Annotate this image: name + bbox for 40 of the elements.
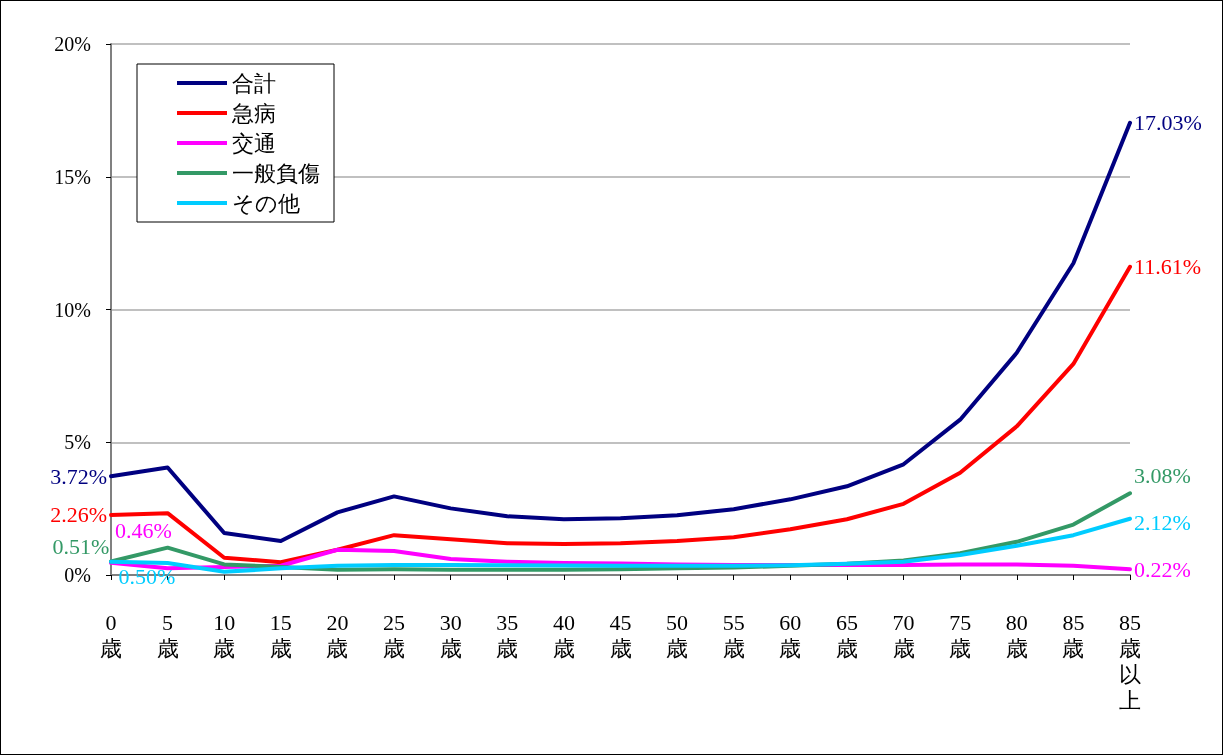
x-tick-label: 85歳以上 [1119, 609, 1141, 713]
data-label: 0.22% [1134, 556, 1191, 582]
data-label: 2.12% [1134, 510, 1191, 536]
x-tick-label: 15歳 [269, 609, 292, 661]
x-tick-label: 5歳 [156, 609, 179, 661]
x-tick-label: 55歳 [722, 609, 745, 661]
x-tick-label: 75歳 [949, 609, 972, 661]
x-tick-label: 80歳 [1005, 609, 1028, 661]
x-tick-label: 25歳 [383, 609, 406, 661]
y-tick-label: 20% [54, 33, 91, 55]
y-tick-label: 0% [64, 564, 91, 586]
legend-label: 合計 [232, 70, 276, 96]
x-tick-label: 40歳 [552, 609, 575, 661]
x-tick-label: 70歳 [892, 609, 915, 661]
data-label: 11.61% [1134, 254, 1202, 280]
legend-label: 急病 [231, 100, 276, 126]
data-label: 3.72% [50, 463, 107, 489]
x-tick-label: 20歳 [326, 609, 349, 661]
data-label: 0.51% [52, 533, 110, 559]
x-tick-label: 45歳 [609, 609, 632, 661]
y-tick-label: 5% [64, 431, 91, 454]
x-tick-label: 10歳 [213, 609, 236, 661]
legend-label: その他 [232, 190, 300, 216]
legend-label: 交通 [232, 130, 276, 156]
x-tick-label: 85歳 [1062, 609, 1085, 661]
data-label: 2.26% [50, 502, 107, 528]
x-tick-label: 60歳 [779, 609, 802, 661]
data-label: 0.50% [118, 564, 176, 590]
y-tick-label: 10% [54, 298, 91, 321]
x-tick-label: 30歳 [439, 609, 462, 661]
data-label: 3.08% [1134, 462, 1191, 488]
x-tick-label: 35歳 [496, 609, 519, 661]
x-tick-label: 65歳 [835, 609, 858, 661]
data-label: 0.46% [115, 518, 172, 544]
line-series [109, 264, 1132, 565]
legend-label: 一般負傷 [232, 160, 320, 186]
y-tick-label: 15% [54, 165, 91, 188]
x-tick-label: 0歳 [100, 609, 122, 661]
data-label: 17.03% [1134, 110, 1202, 136]
x-tick-label: 50歳 [666, 609, 689, 661]
